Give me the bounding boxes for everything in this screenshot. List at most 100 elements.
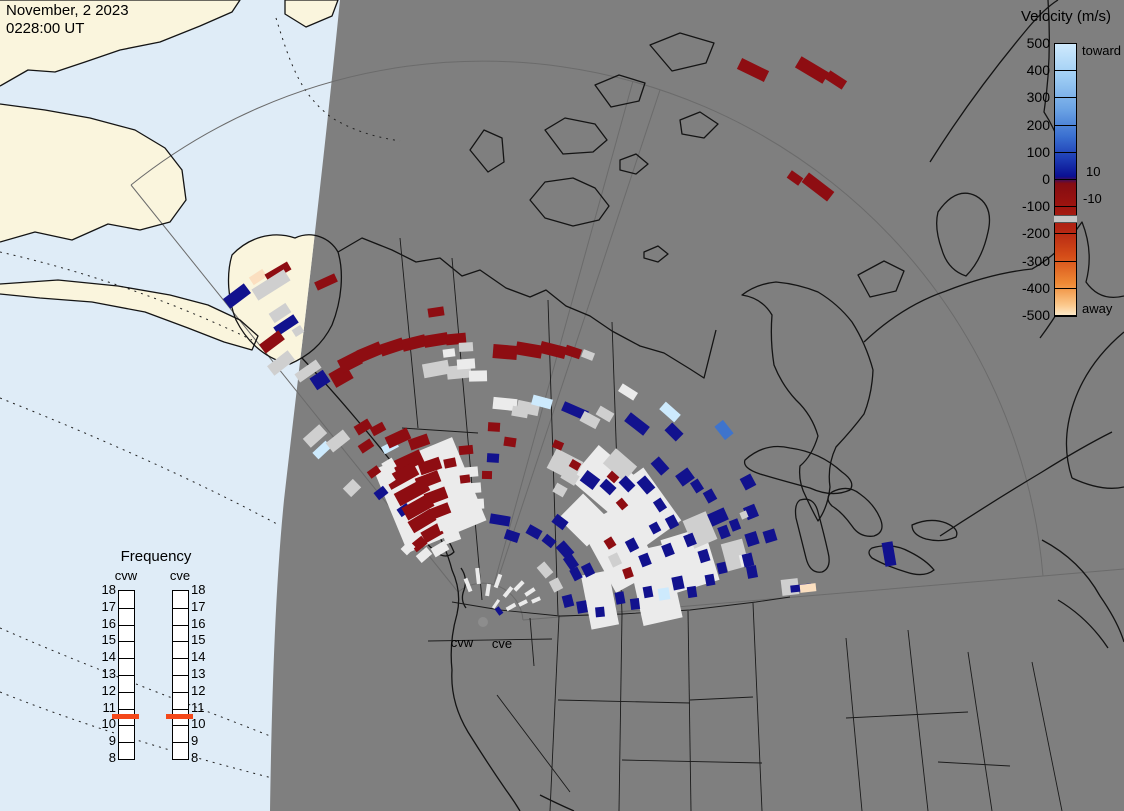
velocity-cell	[595, 606, 605, 618]
velocity-cell	[407, 433, 431, 451]
velocity-tick-line	[1055, 97, 1076, 99]
velocity-cell	[443, 457, 457, 469]
velocity-tick-line	[1055, 151, 1076, 153]
velocity-cell	[563, 344, 583, 360]
frequency-tick-line	[119, 725, 134, 727]
velocity-cell	[536, 561, 554, 579]
velocity-cell	[421, 359, 451, 379]
velocity-cell	[420, 522, 444, 544]
time-text: 0228:00 UT	[6, 20, 85, 37]
velocity-cell	[445, 476, 465, 492]
velocity-cell	[415, 547, 433, 563]
velocity-cell	[599, 478, 617, 496]
frequency-scale-cvw	[118, 590, 135, 760]
velocity-legend-title: Velocity (m/s)	[1020, 8, 1111, 25]
velocity-cell	[410, 535, 428, 553]
frequency-tick-label: 12	[191, 682, 206, 698]
velocity-tick-label: -200	[1021, 225, 1050, 242]
frequency-tick-line	[173, 691, 188, 693]
velocity-cell	[697, 548, 711, 564]
velocity-cell	[273, 314, 299, 336]
frequency-column-label-cve: cve	[169, 568, 191, 583]
velocity-cell	[569, 566, 583, 582]
velocity-cell	[664, 422, 684, 442]
velocity-cell	[686, 585, 698, 599]
velocity-cell	[615, 497, 629, 511]
velocity-cell	[580, 570, 620, 630]
frequency-marker	[166, 713, 193, 719]
velocity-cell	[511, 405, 529, 419]
velocity-cell	[714, 419, 734, 441]
velocity-tick-line	[1055, 179, 1076, 180]
radar-label-cve: cve	[492, 636, 512, 651]
frequency-tick-line	[173, 725, 188, 727]
frequency-tick-label: 11	[102, 699, 117, 715]
velocity-cell	[427, 306, 445, 318]
lower-threshold-label: -10	[1083, 191, 1102, 206]
velocity-cell	[642, 585, 654, 599]
dotted-graticule	[0, 17, 401, 779]
velocity-cell	[716, 561, 728, 575]
frequency-tick-label: 16	[101, 615, 116, 631]
frequency-scale-cve	[172, 590, 189, 760]
velocity-cell	[650, 456, 670, 476]
frequency-panel: Frequency cvw cve 18 17 16 15 14 13 12 11 10 9 8 1…	[90, 548, 222, 772]
velocity-cell	[325, 429, 351, 453]
frequency-tick-label: 10	[191, 716, 206, 732]
velocity-cell	[671, 575, 685, 591]
velocity-cell	[393, 477, 431, 507]
velocity-cell	[657, 587, 671, 601]
velocity-tick-line	[1055, 124, 1076, 126]
velocity-data-cells	[223, 56, 897, 630]
velocity-cell	[373, 485, 389, 501]
velocity-cell	[598, 467, 682, 553]
velocity-cell	[595, 405, 615, 423]
velocity-cell	[561, 593, 575, 609]
velocity-cell	[579, 470, 601, 490]
velocity-cell	[560, 468, 580, 486]
velocity-cell	[428, 502, 452, 520]
velocity-cell	[551, 439, 565, 451]
velocity-tick-label: 500	[1026, 35, 1050, 51]
velocity-cell	[268, 302, 292, 324]
velocity-cell	[442, 529, 462, 545]
velocity-cell	[492, 396, 518, 412]
velocity-cell	[267, 350, 295, 376]
velocity-cell	[622, 566, 634, 580]
velocity-cell	[794, 56, 830, 84]
velocity-cell	[624, 537, 640, 553]
velocity-colorbar	[1054, 43, 1077, 317]
velocity-tick-label: -300	[1021, 252, 1050, 269]
velocity-cell	[881, 541, 897, 567]
toward-label: toward	[1082, 43, 1122, 58]
velocity-cell	[486, 453, 500, 463]
velocity-cell	[445, 332, 467, 346]
frequency-tick-label: 17	[101, 598, 116, 614]
velocity-cell	[502, 586, 514, 598]
velocity-cell	[423, 332, 449, 348]
frequency-tick-label: 18	[101, 582, 116, 597]
velocity-cell	[548, 577, 564, 593]
velocity-cell	[704, 573, 716, 587]
frequency-tick-label: 17	[191, 598, 206, 614]
velocity-cell	[513, 580, 525, 592]
velocity-cell	[426, 444, 450, 460]
frequency-tick-line	[119, 708, 134, 710]
velocity-cell	[561, 401, 589, 421]
velocity-tick-line	[1055, 287, 1076, 289]
velocity-cell	[448, 492, 468, 508]
velocity-tick-label: 400	[1026, 62, 1050, 79]
velocity-cell	[251, 269, 291, 301]
velocity-cell	[648, 521, 662, 535]
velocity-cell	[337, 350, 363, 374]
velocity-cell	[309, 369, 331, 391]
velocity-cell	[568, 459, 582, 471]
velocity-cell	[430, 540, 450, 558]
frequency-tick-line	[173, 641, 188, 643]
velocity-cell	[799, 583, 817, 593]
velocity-cell	[638, 552, 652, 568]
velocity-tick-label: -500	[1021, 307, 1050, 323]
velocity-tick-label: 100	[1026, 143, 1050, 160]
velocity-cell	[248, 268, 268, 286]
